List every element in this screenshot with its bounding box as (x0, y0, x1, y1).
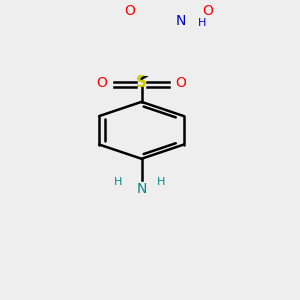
Text: S: S (136, 75, 147, 90)
Text: H: H (197, 18, 206, 28)
Text: O: O (202, 4, 213, 18)
Text: H: H (114, 177, 122, 187)
Text: N: N (176, 14, 186, 28)
Text: O: O (97, 76, 107, 89)
Text: O: O (176, 76, 186, 89)
Text: O: O (124, 4, 135, 18)
Text: N: N (136, 182, 147, 196)
Text: H: H (156, 177, 165, 187)
